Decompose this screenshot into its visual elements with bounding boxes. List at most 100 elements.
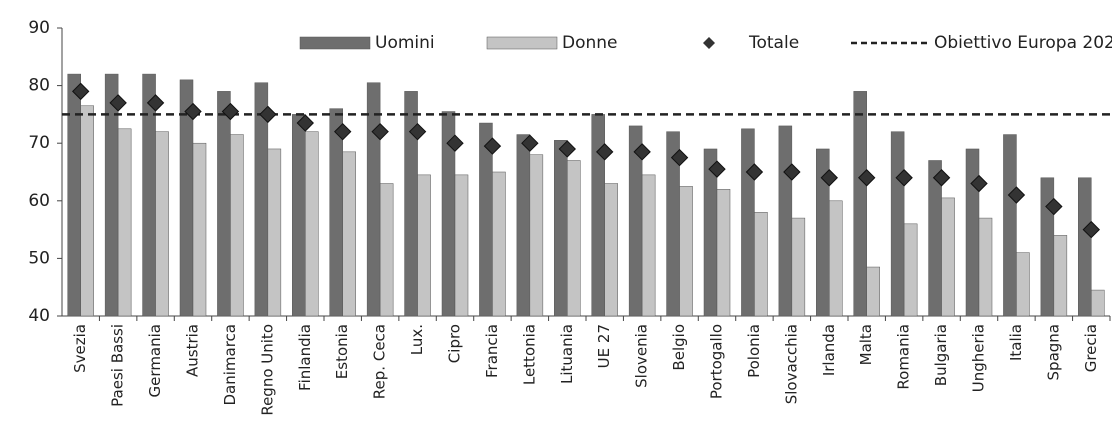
bar xyxy=(641,174,656,317)
x-tick-label: Paesi Bassi xyxy=(109,324,127,407)
bar xyxy=(829,200,843,317)
bar xyxy=(591,114,605,317)
x-tick-label: Estonia xyxy=(333,324,351,379)
x-tick-label: Austria xyxy=(184,324,202,377)
bar xyxy=(267,148,282,317)
bar xyxy=(1003,134,1017,317)
bar xyxy=(866,266,880,317)
marker xyxy=(745,163,764,181)
marker xyxy=(483,137,502,155)
marker xyxy=(109,94,127,112)
bar xyxy=(305,131,319,317)
bar xyxy=(741,128,755,317)
marker xyxy=(446,134,464,152)
marker xyxy=(932,169,951,187)
bar xyxy=(67,73,81,317)
x-tick-label: Lituania xyxy=(558,324,576,384)
x-tick-label: Spagna xyxy=(1044,324,1062,380)
bar xyxy=(604,183,618,317)
bar xyxy=(1091,289,1105,317)
bar xyxy=(978,217,993,317)
marker xyxy=(895,169,913,187)
y-tick-label: 60 xyxy=(28,191,50,211)
y-tick-label: 40 xyxy=(28,306,50,326)
x-tick-label: Francia xyxy=(483,324,501,378)
bar xyxy=(80,105,94,317)
bar xyxy=(529,154,544,317)
marker xyxy=(521,134,539,152)
legend-swatch xyxy=(486,36,558,50)
bar xyxy=(1053,235,1068,317)
marker xyxy=(334,122,352,141)
marker xyxy=(558,140,576,158)
bar xyxy=(104,73,119,317)
bar xyxy=(1016,252,1030,317)
bar xyxy=(567,160,581,317)
marker xyxy=(596,143,614,161)
bar xyxy=(1078,177,1092,317)
x-tick-label: Grecia xyxy=(1082,324,1100,372)
bar xyxy=(754,212,768,317)
marker xyxy=(1045,197,1063,216)
marker xyxy=(221,102,240,121)
marker xyxy=(72,82,90,101)
bar xyxy=(329,108,343,317)
bar xyxy=(142,73,156,317)
marker xyxy=(146,94,165,112)
x-tick-label: Germania xyxy=(146,324,164,397)
bar xyxy=(890,131,905,317)
x-tick-label: Slovenia xyxy=(633,324,651,388)
bar xyxy=(366,82,381,317)
marker xyxy=(970,174,988,193)
bar xyxy=(516,134,531,317)
bar xyxy=(1040,177,1055,317)
x-tick-label: Polonia xyxy=(745,324,763,378)
x-tick-label: Regno Unito xyxy=(258,324,276,416)
x-tick-label: Danimarca xyxy=(221,324,239,406)
x-tick-label: Lux. xyxy=(408,324,426,355)
marker xyxy=(633,143,651,161)
bar xyxy=(679,186,693,317)
bar xyxy=(853,91,867,317)
bar xyxy=(342,151,356,317)
x-tick-label: Portogallo xyxy=(708,324,726,399)
marker xyxy=(1007,186,1026,204)
marker xyxy=(670,148,689,167)
bar xyxy=(217,91,231,317)
bar xyxy=(965,148,980,317)
x-tick-label: Rep. Ceca xyxy=(371,324,389,399)
x-tick-label: Irlanda xyxy=(820,324,838,376)
legend-label: Uomini xyxy=(375,33,435,53)
y-tick-label: 90 xyxy=(28,18,50,38)
legend-label: Totale xyxy=(748,33,799,53)
bar xyxy=(554,140,568,317)
bar xyxy=(192,142,207,317)
y-tick-label: 80 xyxy=(28,76,50,96)
marker xyxy=(296,114,314,132)
x-tick-label: UE 27 xyxy=(595,324,613,368)
bar xyxy=(379,183,394,317)
marker xyxy=(820,169,838,187)
bar xyxy=(791,217,806,317)
legend-label: Obiettivo Europa 2020 xyxy=(934,33,1112,53)
bar xyxy=(903,223,918,317)
bar xyxy=(454,174,469,317)
legend-background xyxy=(290,30,1108,56)
legend-swatch xyxy=(703,37,715,49)
marker xyxy=(858,169,876,187)
bar xyxy=(155,131,169,317)
x-tick-label: Lettonia xyxy=(520,324,538,385)
x-tick-label: Romania xyxy=(895,324,913,390)
x-tick-label: Cipro xyxy=(446,324,464,363)
y-tick-label: 50 xyxy=(28,248,50,268)
bar xyxy=(778,125,793,317)
marker xyxy=(184,102,202,121)
marker xyxy=(371,122,389,141)
y-tick-label: 70 xyxy=(28,133,50,153)
marker xyxy=(708,160,726,178)
bar xyxy=(117,128,132,317)
x-tick-label: Belgio xyxy=(670,324,688,371)
marker xyxy=(783,163,801,181)
x-tick-label: Ungheria xyxy=(970,324,988,392)
legend-swatch xyxy=(299,36,371,50)
